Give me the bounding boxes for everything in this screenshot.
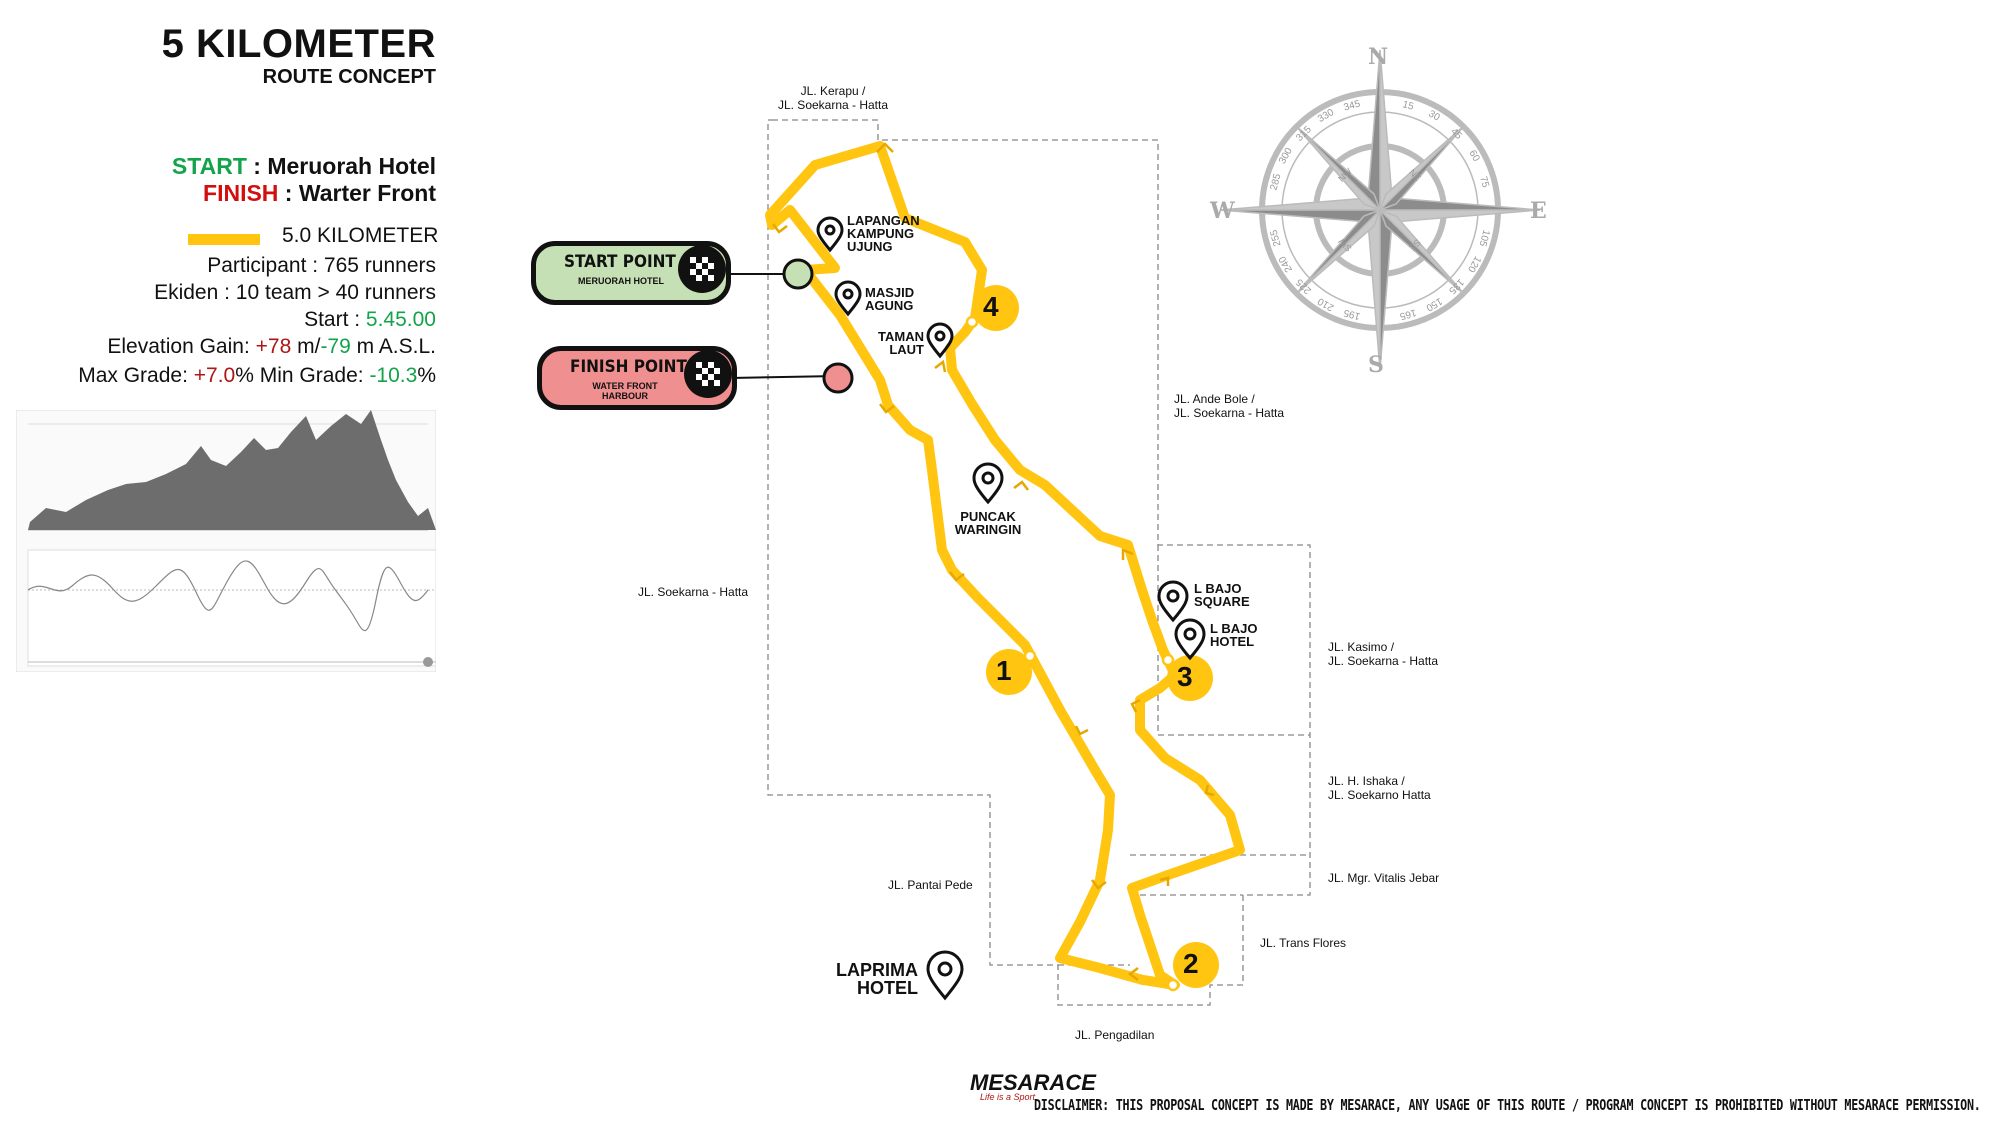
max-grade-value: +7.0	[193, 364, 236, 387]
elevation-mid: m/	[291, 335, 321, 358]
compass-n: N	[1368, 44, 1389, 70]
poi-lbajo-hotel: L BAJO HOTEL	[1210, 621, 1258, 649]
elevation-label: Elevation Gain:	[107, 335, 256, 358]
route-arrows	[772, 142, 1215, 981]
mesarace-logo: MESARACE	[970, 1070, 1096, 1095]
street-andebole: JL. Ande Bole / JL. Soekarna - Hatta	[1174, 392, 1285, 420]
finish-point-sub: WATER FRONT HARBOUR	[592, 381, 658, 401]
street-ishaka: JL. H. Ishaka / JL. Soekarno Hatta	[1328, 774, 1431, 802]
page-subtitle: ROUTE CONCEPT	[262, 66, 436, 88]
street-transflores: JL. Trans Flores	[1260, 936, 1347, 950]
lapangan-pin-icon	[816, 216, 844, 253]
elevation-profile-chart	[16, 410, 436, 672]
poi-taman: TAMAN LAUT	[878, 329, 924, 357]
compass-rose	[1219, 49, 1541, 371]
ekiden-info: Ekiden : 10 team > 40 runners	[154, 281, 436, 304]
start-info: START : Meruorah Hotel	[20, 153, 436, 180]
start-point-title: START POINT	[564, 252, 676, 272]
km-marker-4: 4	[983, 291, 999, 322]
lbajo-square-pin-icon	[1157, 580, 1189, 623]
elevation-minus: -79	[320, 335, 351, 358]
masjid-pin-icon	[834, 280, 862, 317]
poi-laprima: LAPRIMA HOTEL	[836, 960, 918, 998]
start-time-label: Start :	[304, 308, 366, 331]
finish-point-marker	[822, 362, 854, 394]
legend-label: 5.0 KILOMETER	[282, 224, 439, 247]
start-point-marker	[782, 258, 814, 290]
km-marker-2: 2	[1183, 948, 1199, 979]
compass-w: W	[1210, 198, 1235, 224]
compass-s: S	[1368, 352, 1384, 378]
start-label: START	[171, 153, 247, 179]
finish-point-badge: FINISH POINT WATER FRONT HARBOUR	[537, 346, 737, 410]
finish-label: FINISH	[203, 180, 279, 206]
compass-e: E	[1530, 198, 1547, 224]
grade-info: Max Grade: +7.0% Min Grade: -10.3%	[20, 362, 436, 389]
checkered-flag-icon	[678, 245, 726, 293]
start-point-badge: START POINT MERUORAH HOTEL	[531, 241, 731, 305]
km-marker-1: 1	[996, 655, 1012, 686]
street-pengadilan: JL. Pengadilan	[1075, 1028, 1155, 1042]
disclaimer: DISCLAIMER: THIS PROPOSAL CONCEPT IS MAD…	[1034, 1096, 1981, 1114]
page-title: 5 KILOMETER	[161, 22, 436, 66]
min-grade-unit: %	[417, 364, 436, 387]
laprima-pin-icon	[926, 950, 964, 1001]
street-pantaipede: JL. Pantai Pede	[888, 878, 973, 892]
poi-lapangan: LAPANGAN KAMPUNG UJUNG	[847, 213, 920, 254]
km-marker-3: 3	[1177, 661, 1193, 692]
elevation-info: Elevation Gain: +78 m/-79 m A.S.L.	[20, 333, 436, 360]
finish-info: FINISH : Warter Front	[20, 180, 436, 207]
checkered-flag-icon	[684, 350, 732, 398]
participant-info: Participant : 765 runners	[207, 254, 436, 277]
min-grade-value: -10.3	[369, 364, 418, 387]
street-vitalis: JL. Mgr. Vitalis Jebar	[1328, 871, 1440, 885]
elevation-unit: m A.S.L.	[350, 335, 436, 358]
max-grade-label: Max Grade:	[78, 364, 194, 387]
poi-pins	[816, 216, 1206, 1001]
finish-point-title: FINISH POINT	[570, 357, 687, 377]
legend-route-line	[188, 234, 260, 245]
puncak-pin-icon	[972, 462, 1004, 505]
finish-value: : Warter Front	[278, 180, 436, 206]
taman-pin-icon	[926, 322, 954, 359]
grade-line	[27, 549, 436, 667]
poi-puncak: PUNCAK WARINGIN	[954, 509, 1022, 537]
km-markers	[965, 285, 1219, 992]
start-time-value: 5.45.00	[365, 308, 436, 331]
street-kasimo: JL. Kasimo / JL. Soekarna - Hatta	[1328, 640, 1439, 668]
street-soekarna: JL. Soekarna - Hatta	[638, 585, 749, 599]
max-grade-unit: % Min Grade:	[235, 364, 370, 387]
mesarace-tagline: Life is a Sport	[980, 1092, 1036, 1102]
street-kerapu: JL. Kerapu / JL. Soekarna - Hatta	[777, 84, 889, 112]
route-line	[765, 141, 1245, 990]
elevation-plus: +78	[255, 335, 292, 358]
lbajo-hotel-pin-icon	[1174, 618, 1206, 661]
elevation-area	[28, 410, 436, 531]
poi-lbajo-square: L BAJO SQUARE	[1194, 581, 1250, 609]
start-time-info: Start : 5.45.00	[20, 306, 436, 333]
start-point-sub: MERUORAH HOTEL	[578, 276, 664, 286]
poi-masjid: MASJID AGUNG	[865, 285, 915, 313]
start-value: : Meruorah Hotel	[246, 153, 436, 179]
